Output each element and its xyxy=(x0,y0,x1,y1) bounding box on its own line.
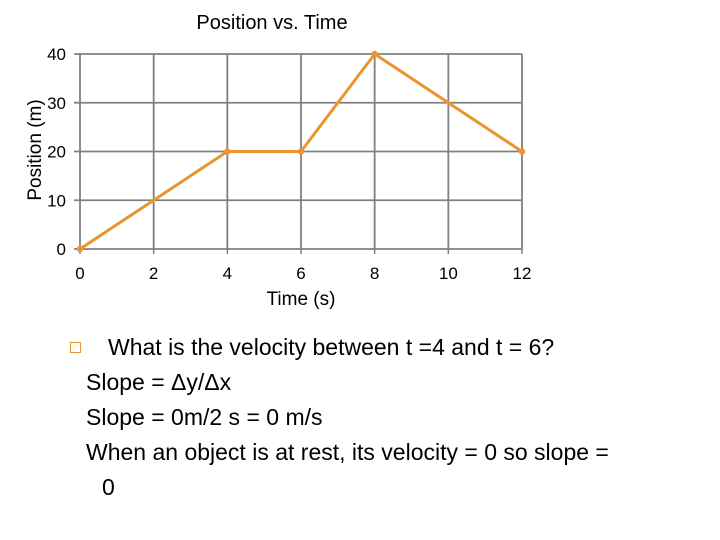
x-tick-label-2: 2 xyxy=(149,264,158,283)
data-point-6-20 xyxy=(297,148,305,155)
data-point-12-20 xyxy=(518,148,526,155)
series xyxy=(76,50,526,253)
y-tick-label-30: 30 xyxy=(47,94,66,113)
y-tick-label-20: 20 xyxy=(47,143,66,162)
x-tick-label-4: 4 xyxy=(223,264,232,283)
data-point-8-40 xyxy=(371,50,378,58)
y-tick-label-10: 10 xyxy=(47,191,66,210)
tick-labels: 0 2 4 6 8 10 12 0 10 20 30 40 xyxy=(47,45,531,283)
x-axis-label: Time (s) xyxy=(267,289,336,310)
x-tick-label-6: 6 xyxy=(296,264,305,283)
grid xyxy=(74,53,523,254)
x-tick-label-8: 8 xyxy=(370,264,379,283)
rest-explanation-continuation: 0 xyxy=(102,474,115,500)
x-tick-label-12: 12 xyxy=(513,264,532,283)
y-tick-label-40: 40 xyxy=(47,45,66,64)
slope-formula-line: Slope = Δy/Δx xyxy=(86,369,232,395)
y-tick-label-0: 0 xyxy=(57,240,66,259)
chart-title: Position vs. Time xyxy=(196,12,347,34)
data-point-4-20 xyxy=(224,148,231,155)
bullet-question: What is the velocity between t =4 and t … xyxy=(70,330,706,365)
slope-calculation-line: Slope = 0m/2 s = 0 m/s xyxy=(86,404,323,430)
hollow-square-bullet-icon xyxy=(70,342,81,353)
explanation-text: What is the velocity between t =4 and t … xyxy=(70,330,706,505)
y-axis-label: Position (m) xyxy=(25,99,46,200)
question-text: What is the velocity between t =4 and t … xyxy=(108,334,555,360)
x-tick-label-0: 0 xyxy=(75,264,84,283)
rest-explanation-line: When an object is at rest, its velocity … xyxy=(86,439,609,465)
x-tick-label-10: 10 xyxy=(439,264,458,283)
position-time-chart: Position vs. Time 0 2 4 6 8 10 12 0 10 20 30 40 Tim… xyxy=(25,12,531,310)
data-point-0-0 xyxy=(76,245,84,253)
